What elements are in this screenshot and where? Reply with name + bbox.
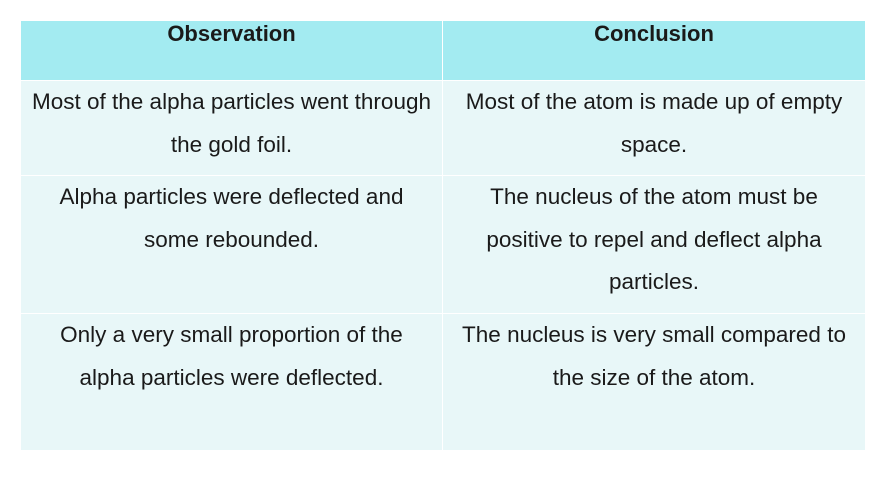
table-row: Only a very small proportion of the alph… — [20, 313, 866, 451]
table-body: Most of the alpha particles went through… — [20, 80, 866, 451]
observation-cell: Most of the alpha particles went through… — [20, 80, 443, 176]
header-row: Observation Conclusion — [20, 20, 866, 81]
observation-cell: Only a very small proportion of the alph… — [20, 313, 443, 451]
conclusion-cell: Most of the atom is made up of empty spa… — [442, 80, 866, 176]
observation-cell: Alpha particles were deflected and some … — [20, 175, 443, 314]
conclusion-cell: The nucleus is very small compared to th… — [442, 313, 866, 451]
table-row: Alpha particles were deflected and some … — [20, 175, 866, 314]
table-header: Observation Conclusion — [20, 20, 866, 81]
observation-conclusion-table: Observation Conclusion Most of the alpha… — [20, 20, 866, 451]
header-conclusion: Conclusion — [442, 20, 866, 81]
conclusion-cell: The nucleus of the atom must be positive… — [442, 175, 866, 314]
table-row: Most of the alpha particles went through… — [20, 80, 866, 176]
header-observation: Observation — [20, 20, 443, 81]
